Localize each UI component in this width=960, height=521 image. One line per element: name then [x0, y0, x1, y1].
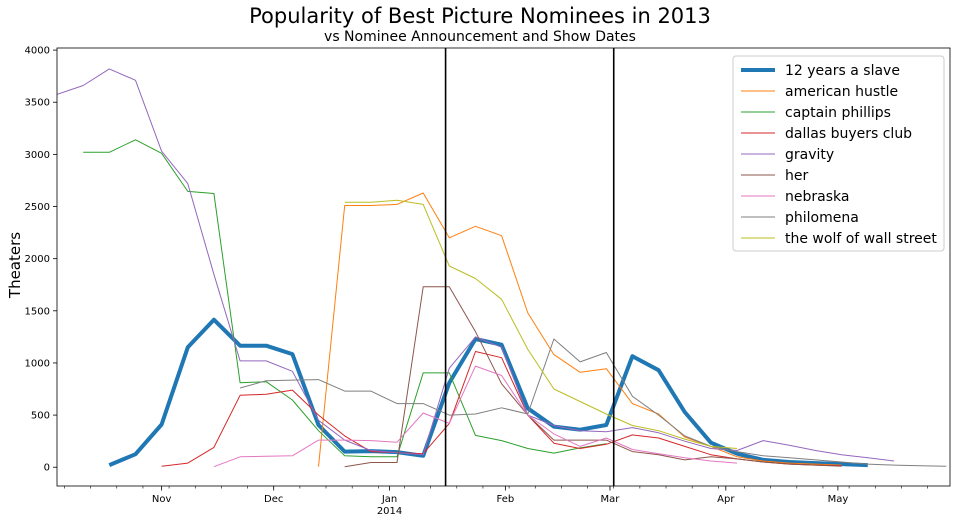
series-line-philomena — [239, 338, 947, 467]
y-tick-label: 4000 — [25, 46, 50, 57]
legend: 12 years a slave american hustle captain p… — [732, 55, 945, 252]
y-axis: 0 500 1000 1500 2000 2500 3000 3500 4000 — [25, 46, 57, 474]
plot-area-frame — [56, 47, 951, 487]
y-tick-label: 2000 — [25, 254, 50, 265]
legend-label-gravity: gravity — [785, 147, 834, 163]
legend-label-her: her — [785, 168, 808, 184]
chart-subtitle: vs Nominee Announcement and Show Dates — [324, 29, 636, 45]
series-line-dallas-buyers-club — [161, 351, 842, 467]
y-tick-label: 3000 — [25, 150, 50, 161]
legend-label-12-years-a-slave: 12 years a slave — [785, 63, 900, 79]
x-tick-sublabel: 2014 — [377, 506, 402, 517]
x-tick-label: Jan — [381, 494, 397, 505]
legend-label-nebraska: nebraska — [785, 189, 849, 205]
legend-label-captain-phillips: captain phillips — [785, 105, 891, 121]
x-tick-label: Feb — [497, 494, 515, 505]
x-tick-label: May — [828, 494, 849, 505]
vline-layer — [444, 48, 615, 486]
y-tick-label: 0 — [44, 463, 50, 474]
x-tick-label: Mar — [601, 494, 621, 505]
chart-title: Popularity of Best Picture Nominees in 2… — [249, 4, 711, 28]
legend-label-the-wolf-of-wall-street: the wolf of wall street — [785, 231, 937, 247]
x-tick-label: Apr — [717, 494, 735, 505]
x-tick-label: Dec — [264, 494, 283, 505]
series-line-captain-phillips — [83, 139, 607, 458]
series-line-nebraska — [213, 365, 738, 468]
series-line-the-wolf-of-wall-street — [344, 199, 738, 449]
series-line-american-hustle — [318, 192, 842, 467]
series-line-12-years-a-slave — [108, 317, 868, 468]
series-line-gravity — [57, 68, 895, 462]
x-tick-label: Nov — [152, 494, 172, 505]
y-tick-label: 3500 — [25, 98, 50, 109]
y-tick-label: 1500 — [25, 306, 50, 317]
legend-label-american-hustle: american hustle — [785, 84, 898, 100]
y-tick-label: 1000 — [25, 358, 50, 369]
y-tick-label: 500 — [31, 411, 50, 422]
legend-label-dallas-buyers-club: dallas buyers club — [785, 126, 912, 142]
series-layer — [57, 68, 947, 468]
series-line-her — [344, 286, 842, 468]
legend-label-philomena: philomena — [785, 210, 859, 226]
legend-box — [732, 55, 945, 252]
y-tick-label: 2500 — [25, 202, 50, 213]
